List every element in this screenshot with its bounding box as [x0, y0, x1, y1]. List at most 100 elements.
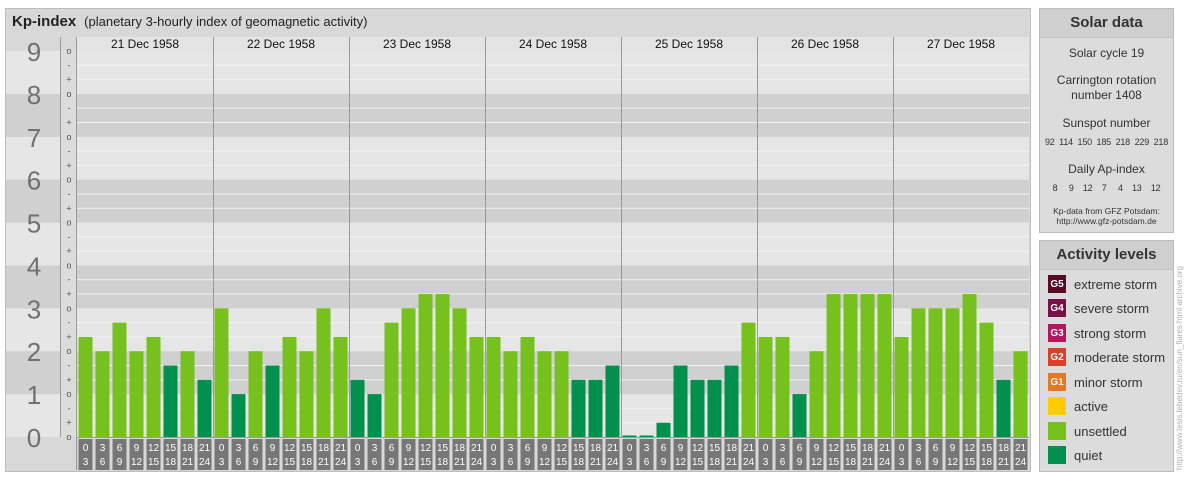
interval-end-label: 24 [471, 457, 483, 468]
interval-start-label: 12 [556, 443, 568, 454]
interval-start-label: 9 [678, 443, 684, 454]
kp-bar [724, 365, 739, 437]
y-tick-label: 7 [27, 123, 41, 153]
credit-line2: http://www.gfz-potsdam.de [1056, 216, 1157, 226]
interval-end-label: 3 [763, 457, 769, 468]
interval-end-label: 15 [148, 457, 160, 468]
interval-end-label: 24 [1015, 457, 1027, 468]
interval-box [775, 439, 790, 470]
interval-end-label: 15 [556, 457, 568, 468]
kp-bar [588, 379, 603, 437]
kp-bar [384, 322, 399, 437]
legend-item-g4: G4 severe storm [1048, 298, 1149, 318]
interval-end-label: 24 [199, 457, 211, 468]
day-header-bg [77, 37, 213, 51]
day-label: 27 Dec 1958 [927, 37, 995, 51]
interval-box [622, 439, 637, 470]
kp-bar [435, 294, 450, 437]
legend-swatch: G2 [1048, 348, 1066, 366]
interval-end-label: 12 [539, 457, 551, 468]
kp-bar [656, 422, 671, 437]
interval-box [231, 439, 246, 470]
interval-end-label: 18 [573, 457, 585, 468]
interval-box [605, 439, 620, 470]
kp-bar [95, 351, 110, 437]
interval-start-label: 18 [318, 443, 330, 454]
interval-box [333, 439, 348, 470]
solar-data-panel: Solar data Solar cycle 19 Carrington rot… [1039, 8, 1174, 233]
minor-tick-label: + [66, 375, 71, 385]
interval-end-label: 12 [131, 457, 143, 468]
kp-bar [928, 308, 943, 437]
interval-start-label: 12 [420, 443, 432, 454]
minor-tick-label: - [68, 361, 71, 371]
minor-tick-label: + [66, 203, 71, 213]
interval-box [299, 439, 314, 470]
y-tick-label: 0 [27, 423, 41, 453]
interval-box [673, 439, 688, 470]
interval-end-label: 12 [675, 457, 687, 468]
minor-tick-label: + [66, 332, 71, 342]
interval-start-label: 12 [692, 443, 704, 454]
kp-bar [418, 294, 433, 437]
day-header-bg [757, 37, 893, 51]
interval-start-label: 12 [148, 443, 160, 454]
band [77, 93, 1029, 137]
kp-bar [316, 308, 331, 437]
minor-tick-label: + [66, 289, 71, 299]
kp-bar [911, 308, 926, 437]
solar-data-title: Solar data [1040, 9, 1173, 38]
interval-end-label: 3 [627, 457, 633, 468]
interval-start-label: 21 [335, 443, 347, 454]
interval-box [282, 439, 297, 470]
interval-start-label: 21 [743, 443, 755, 454]
y-label-band [6, 136, 60, 180]
day-label: 25 Dec 1958 [655, 37, 723, 51]
kp-bar [503, 351, 518, 437]
kp-bar [605, 365, 620, 437]
minor-label-column [61, 51, 77, 437]
interval-box [690, 439, 705, 470]
interval-box [163, 439, 178, 470]
interval-start-label: 0 [899, 443, 905, 454]
interval-box [78, 439, 93, 470]
legend-item-g2: G2 moderate storm [1048, 347, 1165, 367]
kp-bar [197, 379, 212, 437]
interval-start-label: 6 [253, 443, 259, 454]
kp-bar [996, 379, 1011, 437]
legend-item-g5: G5 extreme storm [1048, 274, 1157, 294]
minor-tick-label: + [66, 75, 71, 85]
day-header-bg [893, 37, 1029, 51]
y-tick-label: 3 [27, 294, 41, 324]
interval-end-label: 9 [797, 457, 803, 468]
interval-box [724, 439, 739, 470]
y-label-band [6, 179, 60, 223]
interval-start-label: 12 [828, 443, 840, 454]
minor-tick-label: + [66, 117, 71, 127]
day-header-bg [213, 37, 349, 51]
interval-start-label: 18 [454, 443, 466, 454]
interval-end-label: 24 [743, 457, 755, 468]
interval-end-label: 12 [267, 457, 279, 468]
kp-bar [860, 294, 875, 437]
kp-bar [877, 294, 892, 437]
interval-end-label: 18 [437, 457, 449, 468]
day-header-bg [349, 37, 485, 51]
legend-swatch [1048, 446, 1066, 464]
day-label: 26 Dec 1958 [791, 37, 859, 51]
interval-start-label: 15 [709, 443, 721, 454]
kp-bar [741, 322, 756, 437]
interval-start-label: 15 [437, 443, 449, 454]
interval-start-label: 9 [406, 443, 412, 454]
interval-end-label: 15 [420, 457, 432, 468]
interval-box [1013, 439, 1028, 470]
carrington-line2: number 1408 [1071, 88, 1142, 102]
interval-box [639, 439, 654, 470]
kp-bar [945, 308, 960, 437]
interval-start-label: 15 [165, 443, 177, 454]
activity-levels-title: Activity levels [1040, 241, 1173, 270]
interval-start-label: 9 [542, 443, 548, 454]
interval-start-label: 3 [916, 443, 922, 454]
interval-end-label: 9 [933, 457, 939, 468]
interval-start-label: 15 [301, 443, 313, 454]
